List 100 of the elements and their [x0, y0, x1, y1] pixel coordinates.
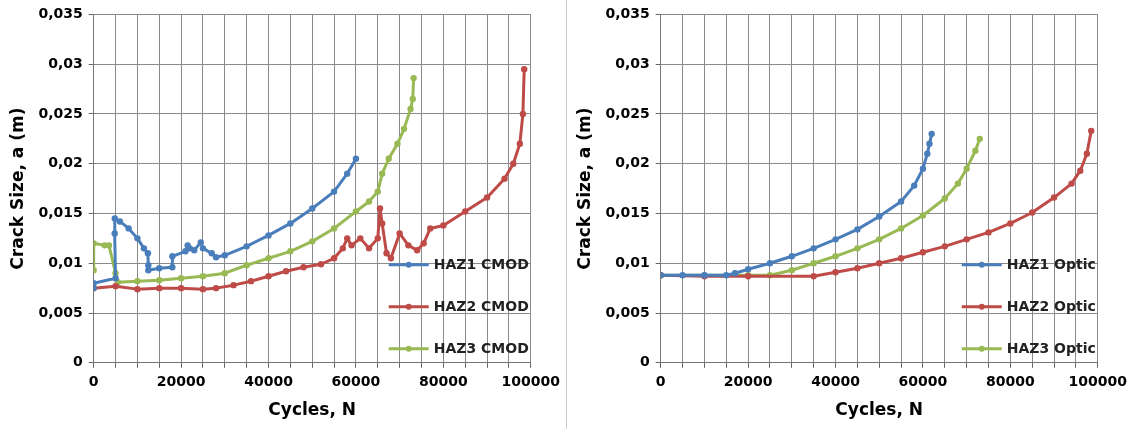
x-tick-label: 0 [655, 372, 666, 389]
point [287, 220, 294, 227]
y-axis-title: Crack Size, a (m) [6, 107, 27, 270]
y-tick-label: 0,015 [605, 204, 650, 221]
point [134, 285, 141, 293]
point [365, 245, 373, 252]
point [116, 218, 124, 225]
point [105, 242, 113, 249]
point [1007, 220, 1014, 227]
point [963, 236, 970, 243]
point [897, 225, 905, 232]
point [156, 265, 163, 272]
point [919, 165, 927, 172]
point [723, 272, 730, 279]
point [230, 281, 237, 289]
y-tick-label: 0,02 [48, 154, 83, 171]
x-axis-title: Cycles, N [835, 399, 924, 420]
point [731, 270, 739, 277]
point [810, 260, 817, 267]
point [376, 205, 384, 212]
point [963, 165, 970, 172]
point [941, 195, 948, 202]
point [854, 226, 861, 233]
legend-label: HAZ1 Optic [1006, 256, 1096, 273]
point [941, 243, 948, 250]
point [378, 170, 386, 177]
point [339, 245, 347, 252]
x-tick-label: 80000 [419, 372, 468, 389]
point [374, 188, 381, 195]
point [427, 225, 434, 232]
point [911, 182, 918, 189]
point [385, 155, 392, 162]
point [317, 261, 325, 268]
point [924, 150, 931, 157]
x-tick-label: 0 [88, 372, 99, 389]
point [125, 225, 132, 232]
x-tick-label: 40000 [244, 372, 294, 389]
point [352, 208, 360, 215]
x-tick-label: 80000 [986, 372, 1035, 389]
legend-label: HAZ2 Optic [1006, 298, 1096, 315]
x-tick-label: 100000 [501, 372, 561, 389]
y-tick-label: 0,005 [605, 303, 650, 320]
point [1029, 209, 1036, 216]
point [374, 235, 381, 242]
point [111, 215, 118, 222]
point [169, 264, 176, 271]
y-tick-label: 0,025 [605, 104, 650, 121]
point [854, 245, 861, 252]
point [854, 265, 861, 272]
point [519, 110, 527, 118]
point [832, 236, 839, 243]
point [1077, 167, 1084, 174]
point [788, 267, 796, 274]
point [1050, 194, 1058, 201]
point [919, 212, 927, 219]
point [766, 260, 774, 267]
legend-label: HAZ2 CMOD [433, 298, 529, 315]
point [111, 230, 118, 237]
y-tick-label: 0,005 [38, 303, 83, 320]
point [1088, 127, 1095, 135]
point [409, 95, 416, 103]
point [287, 248, 294, 255]
point [243, 243, 250, 250]
point [145, 267, 152, 274]
point [199, 273, 207, 280]
point [208, 250, 215, 257]
point [410, 74, 417, 82]
y-tick-label: 0,03 [48, 54, 83, 71]
point [344, 170, 351, 177]
point [309, 238, 316, 245]
point [972, 147, 979, 154]
legend-label: HAZ1 CMOD [433, 256, 529, 273]
x-tick-label: 60000 [898, 372, 948, 389]
point [197, 239, 204, 246]
point [221, 270, 229, 277]
point [243, 262, 250, 269]
point [897, 198, 905, 205]
point [810, 273, 817, 280]
point [191, 247, 198, 254]
x-tick-label: 40000 [811, 372, 861, 389]
point [744, 266, 752, 273]
point [212, 284, 220, 292]
point [926, 140, 933, 148]
point [810, 245, 817, 252]
point [876, 213, 883, 220]
y-tick-label: 0,015 [38, 204, 83, 221]
point [516, 140, 524, 148]
point [876, 236, 883, 243]
y-tick-label: 0,01 [48, 253, 83, 270]
y-tick-label: 0,03 [615, 54, 650, 71]
point [265, 255, 272, 262]
point [985, 229, 992, 236]
point [221, 252, 229, 259]
point [199, 285, 207, 293]
point [140, 245, 148, 252]
point [1083, 150, 1091, 157]
y-tick-label: 0 [72, 353, 83, 370]
point [300, 264, 307, 271]
point [462, 208, 469, 215]
point [177, 284, 185, 292]
